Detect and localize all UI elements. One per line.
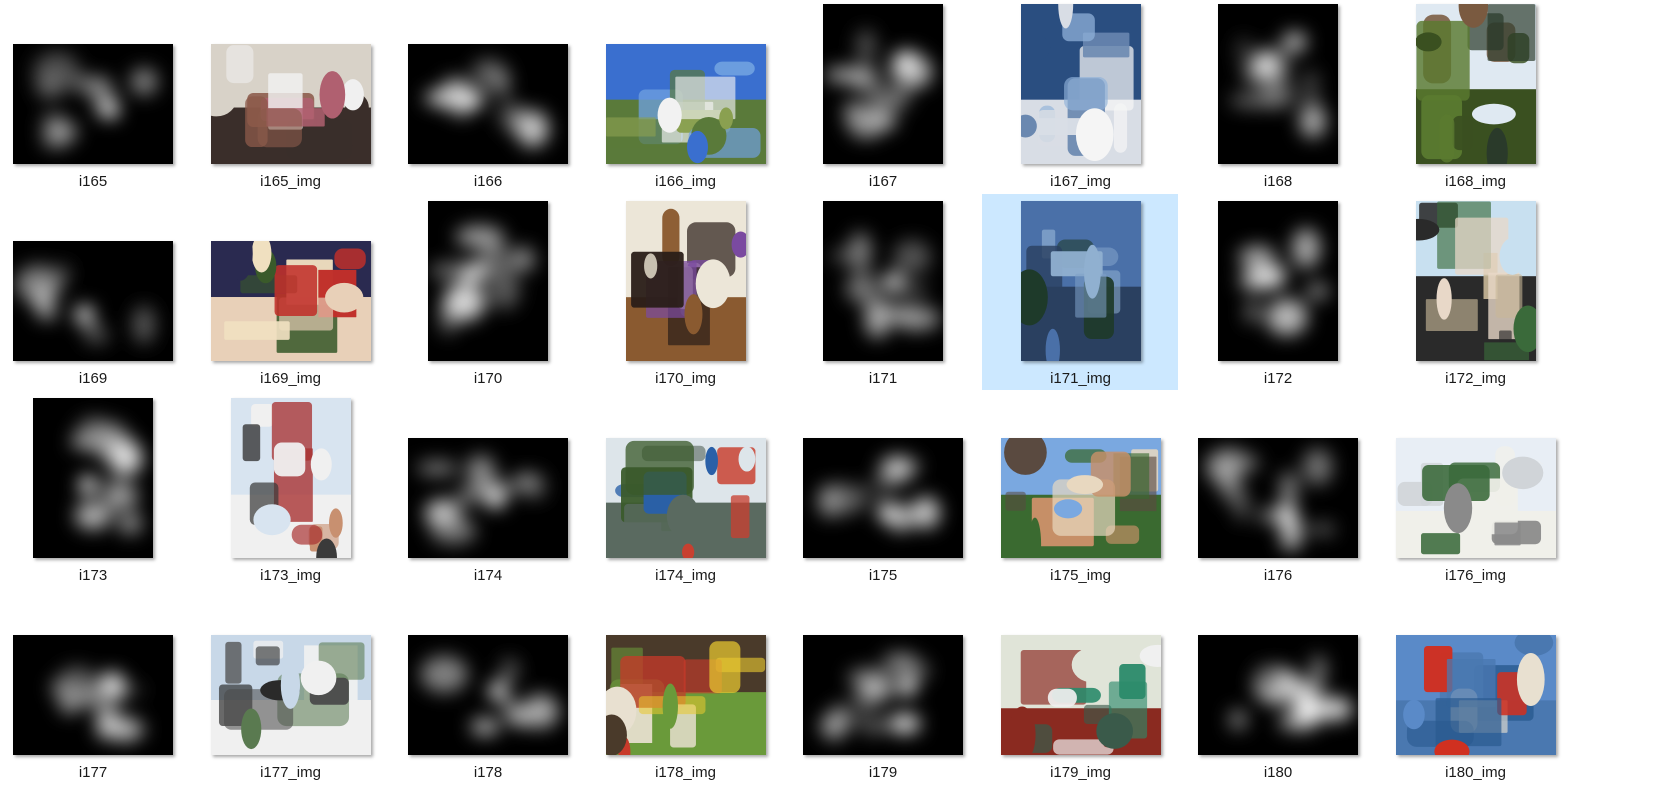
file-item-i166-img[interactable]: i166_img [587,0,783,193]
file-name-label: i176 [1263,567,1293,584]
file-name-label: i178 [473,764,503,781]
file-item-i168[interactable]: i168 [1179,0,1375,193]
file-item-i179-img[interactable]: i179_img [982,588,1178,784]
file-item-i171-img[interactable]: i171_img [981,194,1178,390]
photo-thumbnail [605,438,766,558]
file-item-i180[interactable]: i180 [1179,588,1375,784]
file-item-i174-img[interactable]: i174_img [587,391,783,587]
file-name-label: i180_img [1445,764,1506,781]
saliency-map-thumbnail [1198,438,1358,558]
file-item-i177-img[interactable]: i177_img [192,588,388,784]
file-name-label: i173_img [260,567,321,584]
saliency-map-thumbnail [428,201,548,361]
file-name-label: i178_img [655,764,716,781]
saliency-map-thumbnail [1198,635,1358,755]
file-name-label: i171_img [1050,370,1111,387]
file-item-i172-img[interactable]: i172_img [1377,194,1573,390]
photo-thumbnail [1000,635,1161,755]
file-name-label: i171 [868,370,898,387]
file-name-label: i168_img [1445,173,1506,190]
file-item-i177[interactable]: i177 [0,588,190,784]
file-item-i173-img[interactable]: i173_img [192,391,388,587]
file-name-label: i165_img [260,173,321,190]
file-name-label: i165 [78,173,108,190]
saliency-map-thumbnail [408,635,568,755]
file-item-i165[interactable]: i165 [0,0,190,193]
file-item-i173[interactable]: i173 [0,391,190,587]
file-name-label: i170 [473,370,503,387]
saliency-map-thumbnail [823,4,943,164]
photo-thumbnail [230,398,351,558]
file-item-i178-img[interactable]: i178_img [587,588,783,784]
saliency-map-thumbnail [408,44,568,164]
file-item-i180-img[interactable]: i180_img [1377,588,1573,784]
file-name-label: i179_img [1050,764,1111,781]
file-item-i171[interactable]: i171 [784,194,980,390]
saliency-map-thumbnail [1218,201,1338,361]
file-name-label: i175_img [1050,567,1111,584]
photo-thumbnail [210,241,371,361]
file-name-label: i167 [868,173,898,190]
saliency-map-thumbnail [408,438,568,558]
file-item-i172[interactable]: i172 [1179,194,1375,390]
file-item-i166[interactable]: i166 [389,0,585,193]
file-name-label: i169_img [260,370,321,387]
file-item-i169-img[interactable]: i169_img [192,194,388,390]
file-name-label: i169 [78,370,108,387]
photo-thumbnail [210,44,371,164]
file-name-label: i170_img [655,370,716,387]
file-item-i176[interactable]: i176 [1179,391,1375,587]
file-name-label: i174 [473,567,503,584]
saliency-map-thumbnail [803,635,963,755]
saliency-map-thumbnail [803,438,963,558]
photo-thumbnail [625,201,746,361]
file-item-i167[interactable]: i167 [784,0,980,193]
file-name-label: i172_img [1445,370,1506,387]
file-item-i179[interactable]: i179 [784,588,980,784]
saliency-map-thumbnail [13,635,173,755]
file-item-i169[interactable]: i169 [0,194,190,390]
saliency-map-thumbnail [33,398,153,558]
file-item-i175-img[interactable]: i175_img [982,391,1178,587]
photo-thumbnail [1000,438,1161,558]
photo-thumbnail [210,635,371,755]
photo-thumbnail [1415,201,1536,361]
file-name-label: i179 [868,764,898,781]
photo-thumbnail [1020,201,1141,361]
photo-thumbnail [605,44,766,164]
file-name-label: i180 [1263,764,1293,781]
saliency-map-thumbnail [13,44,173,164]
file-item-i165-img[interactable]: i165_img [192,0,388,193]
saliency-map-thumbnail [1218,4,1338,164]
file-item-i178[interactable]: i178 [389,588,585,784]
file-item-i174[interactable]: i174 [389,391,585,587]
file-name-label: i176_img [1445,567,1506,584]
saliency-map-thumbnail [13,241,173,361]
file-name-label: i167_img [1050,173,1111,190]
file-item-i175[interactable]: i175 [784,391,980,587]
file-name-label: i166_img [655,173,716,190]
photo-thumbnail [1395,635,1556,755]
photo-thumbnail [1395,438,1556,558]
file-item-i170[interactable]: i170 [389,194,585,390]
file-item-i168-img[interactable]: i168_img [1377,0,1573,193]
file-name-label: i166 [473,173,503,190]
file-item-i176-img[interactable]: i176_img [1377,391,1573,587]
file-name-label: i177_img [260,764,321,781]
photo-thumbnail [1415,4,1536,164]
file-name-label: i177 [78,764,108,781]
file-name-label: i168 [1263,173,1293,190]
photo-thumbnail [605,635,766,755]
file-name-label: i174_img [655,567,716,584]
saliency-map-thumbnail [823,201,943,361]
file-name-label: i172 [1263,370,1293,387]
file-name-label: i175 [868,567,898,584]
file-name-label: i173 [78,567,108,584]
photo-thumbnail [1020,4,1141,164]
file-item-i170-img[interactable]: i170_img [587,194,783,390]
file-item-i167-img[interactable]: i167_img [982,0,1178,193]
